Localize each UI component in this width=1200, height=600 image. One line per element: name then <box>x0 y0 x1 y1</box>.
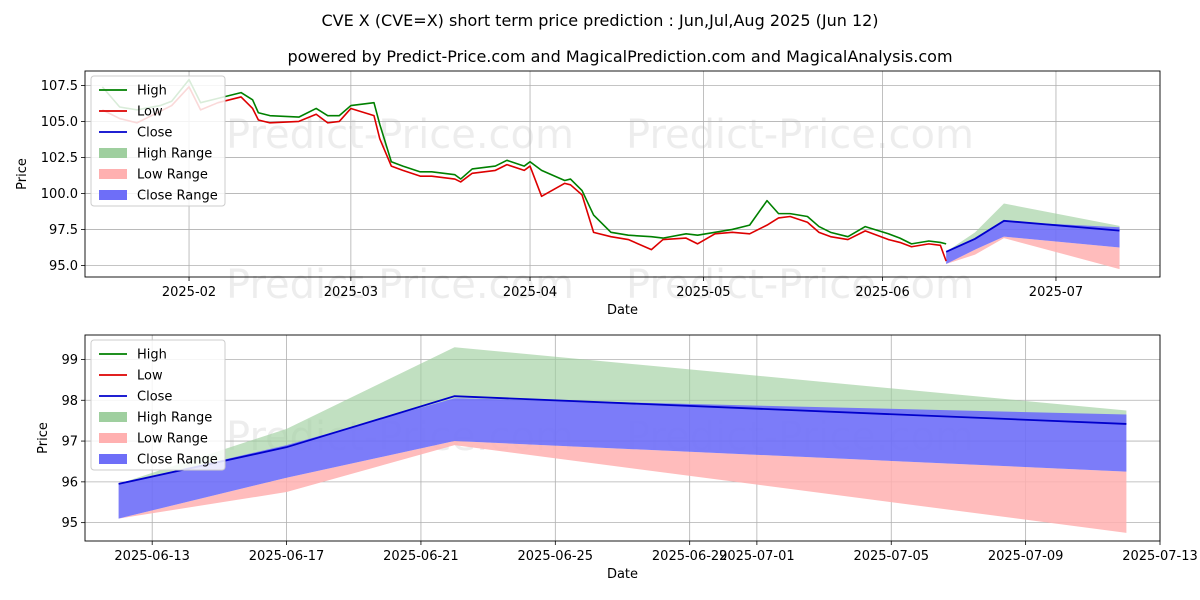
x-tick-label: 2025-07-13 <box>1122 549 1198 564</box>
watermark-text: Predict-Price.com <box>626 112 974 158</box>
legend-high-range-label: High Range <box>137 147 212 162</box>
watermark-text: Predict-Price.com <box>226 112 574 158</box>
close-line <box>945 219 1120 253</box>
high-line <box>101 78 947 245</box>
x-tick-label: 2025-02 <box>162 285 216 300</box>
x-axis-label: Date <box>607 303 638 318</box>
x-tick-label: 2025-06-17 <box>249 549 325 564</box>
plot-area <box>101 78 1120 270</box>
x-tick-label: 2025-06-13 <box>114 549 190 564</box>
bottom-panel: Predict-Price.comPredict-Price.com2025-0… <box>36 334 1198 582</box>
legend-low-range-swatch <box>99 433 127 443</box>
x-tick-label: 2025-07-05 <box>853 549 929 564</box>
x-tick-label: 2025-04 <box>503 285 557 300</box>
legend-close-label: Close <box>137 126 172 141</box>
legend: High Low Close High Range Low Range Close Ran… <box>90 339 226 471</box>
top-panel: Predict-Price.com Predict-Price.com Predic… <box>15 70 1161 318</box>
x-tick-label: 2025-06-25 <box>518 549 594 564</box>
x-tick-label: 2025-06 <box>855 285 909 300</box>
x-tick-label: 2025-03 <box>324 285 378 300</box>
y-tick-label: 95 <box>61 516 78 531</box>
axes-frame <box>84 70 1161 278</box>
x-tick-label: 2025-07-01 <box>719 549 795 564</box>
x-tick-label: 2025-07-09 <box>988 549 1064 564</box>
low-range-area <box>118 441 1127 533</box>
legend-close-range-swatch <box>99 454 127 464</box>
close-range-area <box>946 221 1120 265</box>
y-axis-label: Price <box>15 158 30 190</box>
legend-high-range-swatch <box>99 148 127 158</box>
y-tick-label: 100.0 <box>41 187 78 202</box>
y-tick-label: 107.5 <box>41 79 78 94</box>
watermark-text: Predict-Price.com <box>626 262 974 308</box>
y-tick-label: 105.0 <box>41 115 78 130</box>
chart-subtitle: powered by Predict-Price.com and Magical… <box>287 47 952 66</box>
y-tick-label: 99 <box>61 353 78 368</box>
y-tick-label: 97 <box>61 435 78 450</box>
low-range-area <box>946 236 1120 270</box>
x-tick-label: 2025-06-29 <box>652 549 728 564</box>
legend-low-range-label: Low Range <box>137 432 208 447</box>
y-tick-label: 97.5 <box>49 223 78 238</box>
legend-low-label: Low <box>137 369 163 384</box>
legend-close-range-label: Close Range <box>137 189 218 204</box>
y-tick-label: 96 <box>61 475 78 490</box>
legend-close-range-label: Close Range <box>137 453 218 468</box>
y-axis-label: Price <box>36 422 51 454</box>
low-line <box>101 86 947 262</box>
legend-high-label: High <box>137 348 167 363</box>
legend-high-label: High <box>137 84 167 99</box>
legend-low-range-label: Low Range <box>137 168 208 183</box>
x-tick-label: 2025-05 <box>676 285 730 300</box>
y-tick-label: 95.0 <box>49 259 78 274</box>
close-range-area <box>118 398 1127 519</box>
x-tick-label: 2025-07 <box>1029 285 1083 300</box>
plot-area <box>118 347 1127 533</box>
x-tick-label: 2025-06-21 <box>383 549 459 564</box>
watermark-text: Predict-Price.com <box>226 262 574 308</box>
legend: High Low Close High Range Low Range Close Ran… <box>90 75 226 207</box>
x-axis-label: Date <box>607 567 638 582</box>
legend-close-range-swatch <box>99 190 127 200</box>
legend-high-range-swatch <box>99 412 127 422</box>
legend-low-range-swatch <box>99 169 127 179</box>
legend-close-label: Close <box>137 390 172 405</box>
legend-high-range-label: High Range <box>137 411 212 426</box>
legend-low-label: Low <box>137 105 163 120</box>
y-tick-label: 102.5 <box>41 151 78 166</box>
y-tick-label: 98 <box>61 394 78 409</box>
axes-frame <box>84 334 1161 542</box>
chart-title: CVE X (CVE=X) short term price predictio… <box>321 11 878 30</box>
